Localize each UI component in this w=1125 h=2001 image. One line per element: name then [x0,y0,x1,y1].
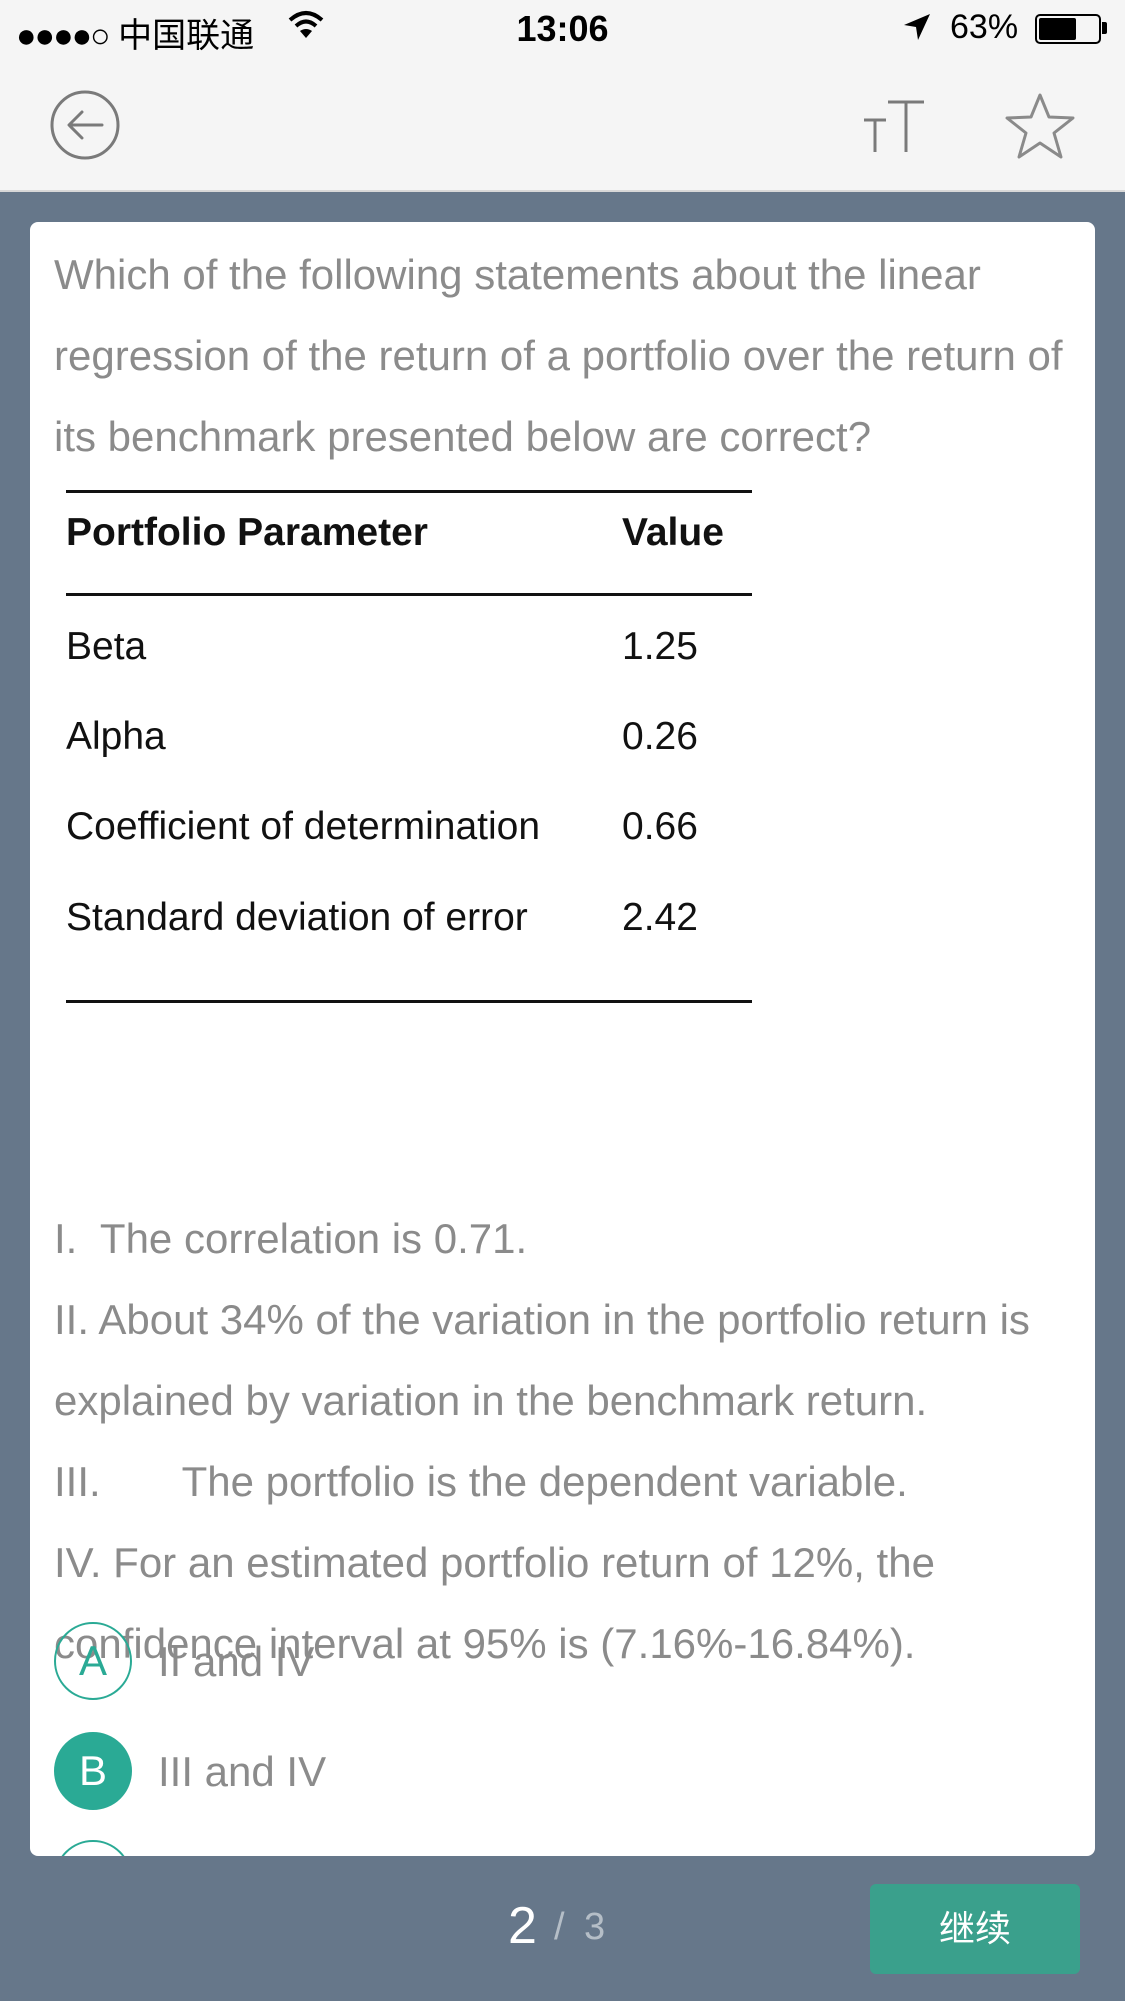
statement-item: II. About 34% of the variation in the po… [54,1296,1042,1424]
table-row: Alpha 0.26 [66,692,752,782]
star-icon[interactable] [1004,92,1076,160]
wifi-icon [288,11,324,38]
option-letter: A [54,1622,132,1700]
status-bar: ●●●●○ 中国联通 13:06 63% [0,0,1125,60]
option-b[interactable]: B III and IV [54,1732,954,1814]
signal-dots-icon: ●●●●○ [16,17,111,55]
status-time: 13:06 [516,8,609,49]
table-cell: 0.26 [622,715,698,758]
statement-item: I. The correlation is 0.71. [54,1215,528,1262]
table-cell: Coefficient of determination [66,805,541,848]
carrier-name: 中国联通 [118,17,255,55]
option-label: II and IV [158,1638,315,1685]
table-cell: Beta [66,625,147,668]
table-cell: 0.66 [622,805,698,848]
total-pages: 3 [584,1906,606,1948]
option-a[interactable]: A II and IV [54,1622,954,1704]
table-cell: Alpha [66,715,166,758]
table-cell: 2.42 [612,872,752,1003]
location-arrow-icon [904,14,930,40]
nav-bar [0,60,1125,192]
table-cell: Standard deviation of error [66,872,612,1003]
back-arrow-icon[interactable] [50,90,120,160]
carrier: ●●●●○ 中国联通 [16,8,254,57]
table-row: Standard deviation of error 2.42 [66,872,752,1003]
statement-item: III. The portfolio is the dependent vari… [54,1458,908,1505]
table-cell: 1.25 [622,625,698,668]
table-row: Beta 1.25 [66,595,752,693]
statement-list: I. The correlation is 0.71. II. About 34… [54,1198,1084,1684]
table-row: Coefficient of determination 0.66 [66,782,752,872]
current-page: 2 [508,1897,537,1955]
question-text: Which of the following statements about … [54,251,1063,460]
option-c-partial[interactable] [54,1840,954,1856]
option-circle [54,1840,132,1856]
option-label: III and IV [158,1748,327,1795]
font-size-icon[interactable] [862,98,926,154]
battery-fill [1039,18,1076,40]
question-card: Which of the following statements about … [30,222,1095,1856]
page-separator: / [554,1906,565,1948]
continue-button[interactable]: 继续 [870,1884,1080,1974]
battery-icon [1035,14,1101,44]
table-header: Value [612,490,752,596]
battery-cap [1102,22,1107,34]
option-letter: B [54,1732,132,1810]
table-header-row: Portfolio Parameter Value [66,490,752,596]
battery-percent: 63% [950,8,1019,46]
parameter-table: Portfolio Parameter Value Beta 1.25 Alph… [66,490,752,1003]
table-header: Portfolio Parameter [66,490,612,596]
